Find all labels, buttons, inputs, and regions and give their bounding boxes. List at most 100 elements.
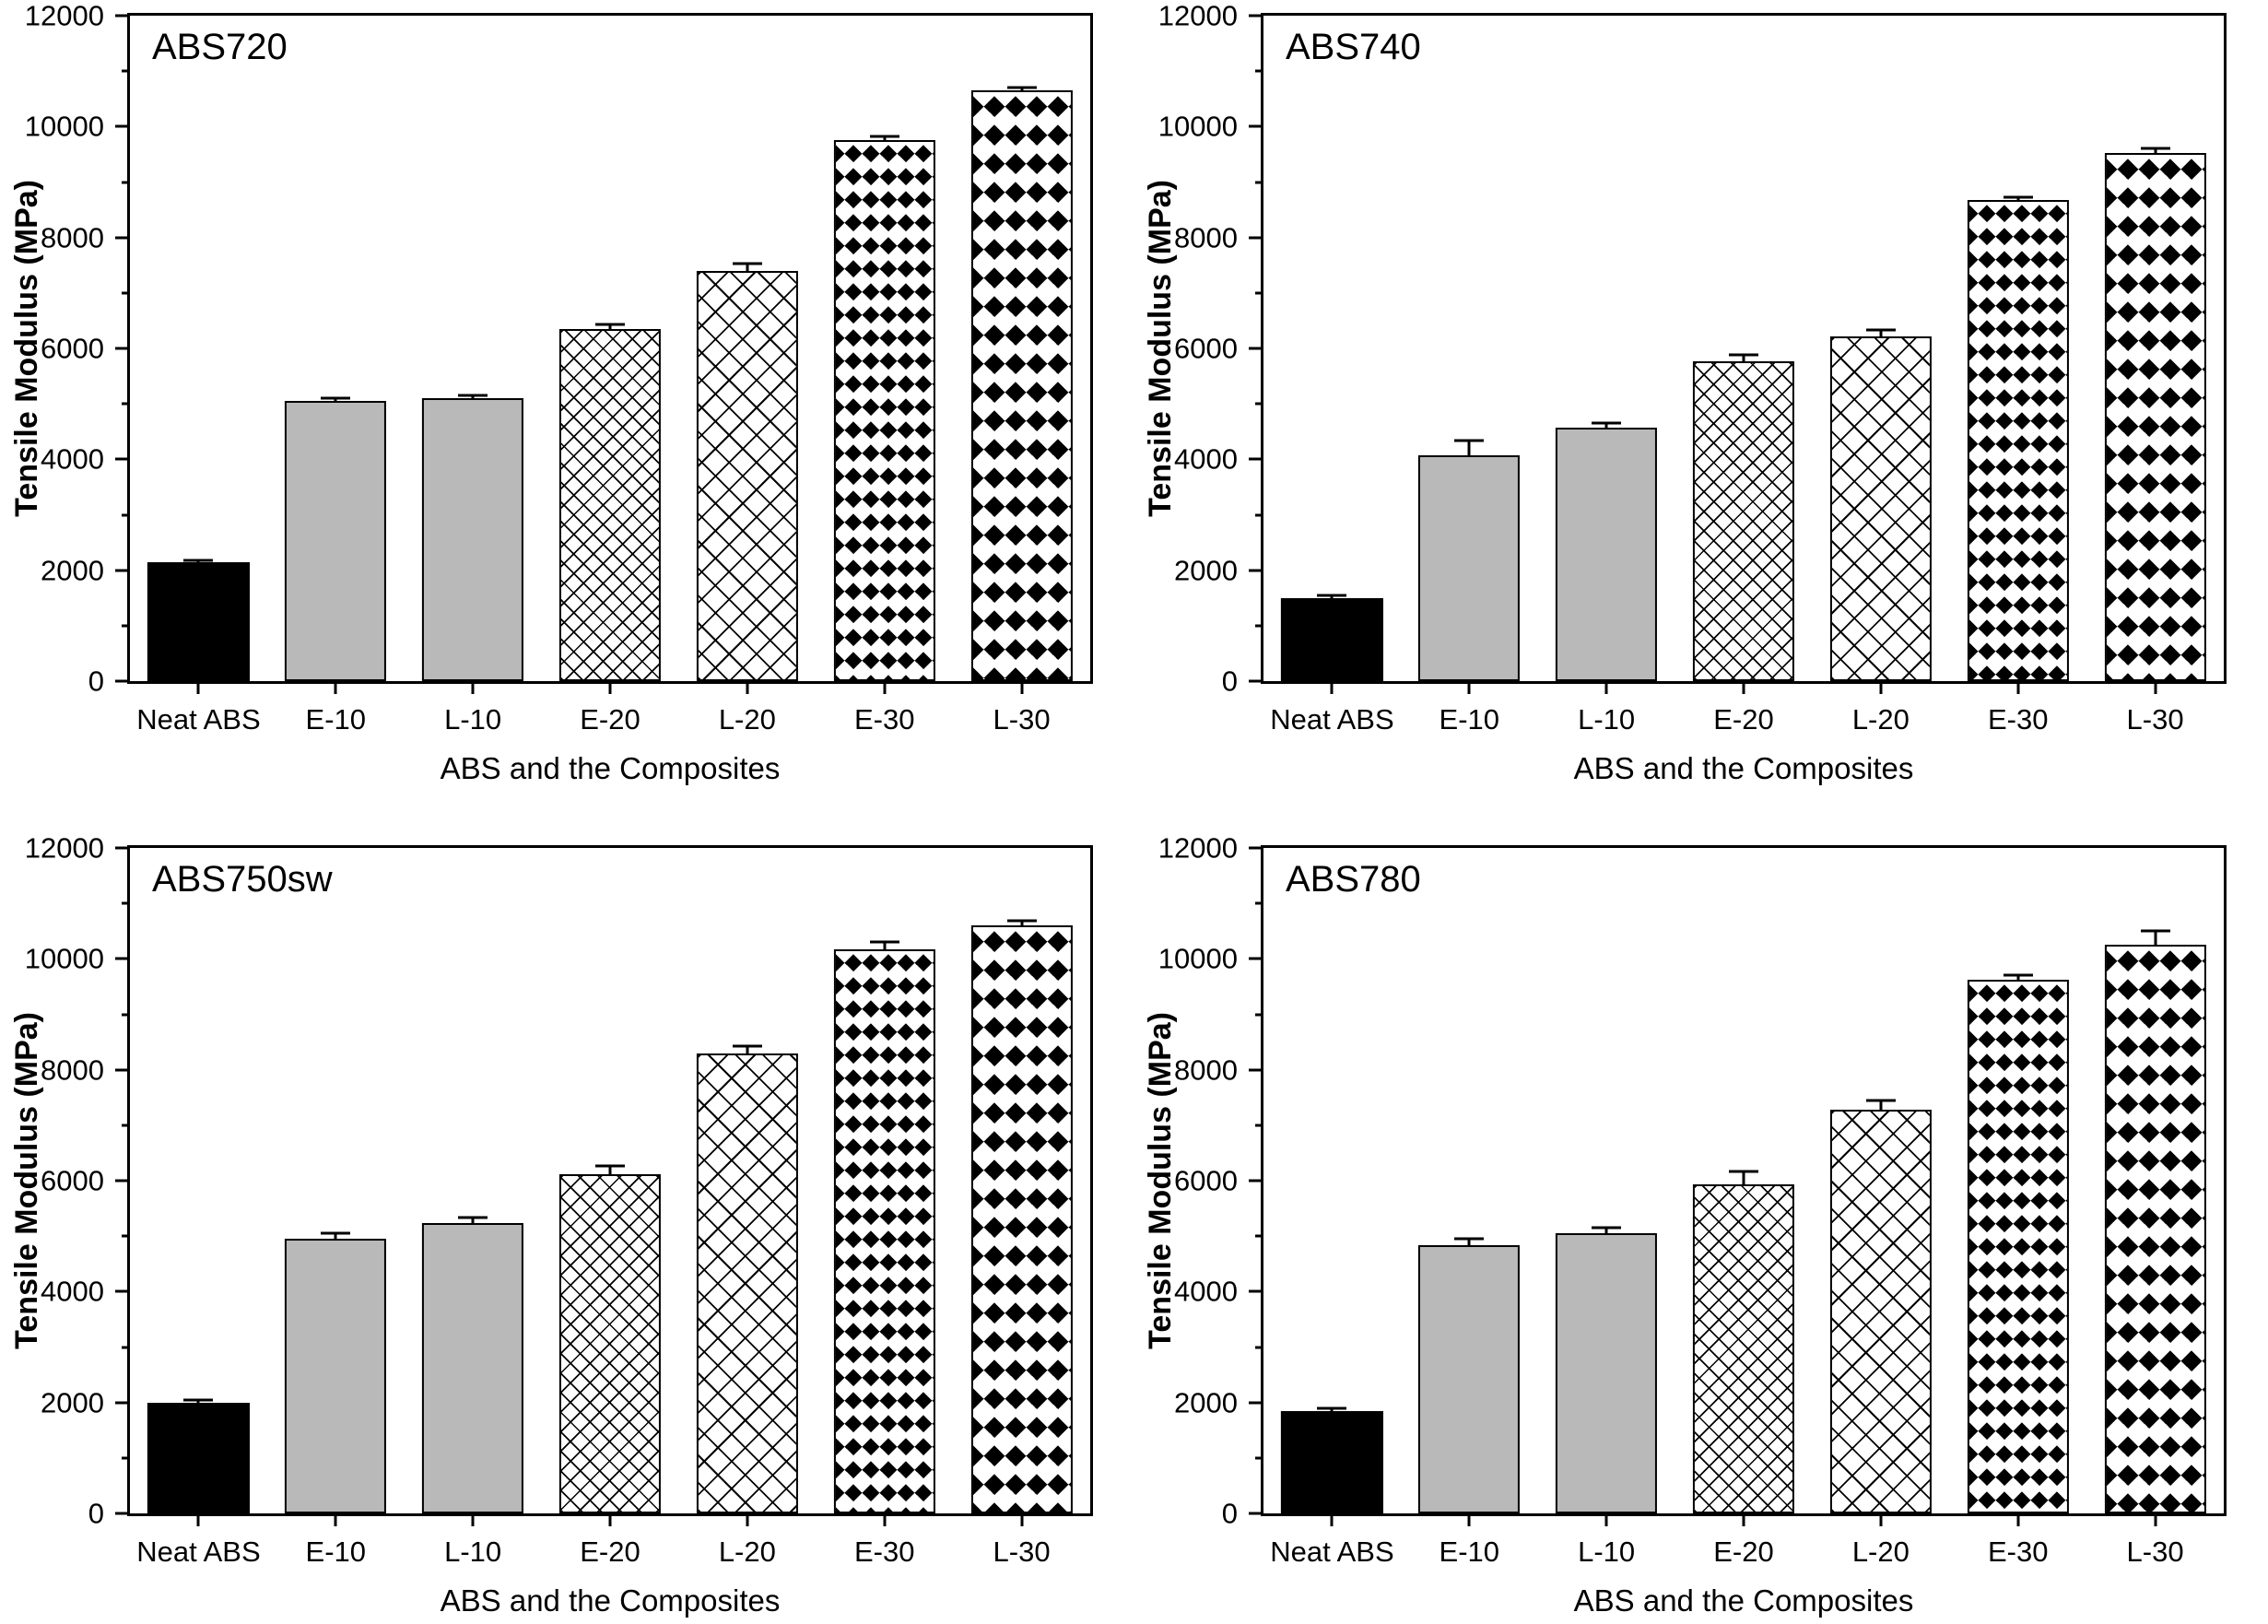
y-minor-tick	[1255, 402, 1263, 406]
error-bar	[746, 1045, 749, 1053]
error-bar	[1020, 87, 1024, 91]
y-major-tick	[115, 1179, 130, 1183]
category-slot	[405, 848, 542, 1513]
y-minor-tick	[122, 1013, 130, 1016]
bar-l-10	[1556, 1232, 1658, 1513]
bar-e-20	[1692, 1184, 1795, 1513]
plot-frame: ABS740 Tensile Modulus (MPa) ABS and the…	[1143, 2, 2227, 785]
category-slot	[1675, 16, 1813, 681]
x-tick-label: L-30	[2126, 703, 2184, 736]
x-tick	[1467, 1513, 1471, 1526]
x-tick	[1879, 681, 1883, 694]
error-bar-cap	[321, 396, 351, 400]
x-tick-label: L-20	[1851, 1536, 1910, 1568]
y-tick-label: 8000	[1174, 221, 1238, 254]
y-tick-label: 2000	[1174, 554, 1238, 587]
y-major-tick	[1249, 236, 1263, 240]
y-major-tick	[1249, 569, 1263, 572]
x-tick-label: Neat ABS	[136, 1536, 261, 1568]
x-tick	[1020, 1513, 1024, 1526]
error-bar-cap	[2003, 195, 2033, 199]
error-bar-cap	[1454, 1237, 1485, 1241]
category-slot	[542, 16, 679, 681]
y-major-tick	[115, 957, 130, 960]
x-tick-label: L-20	[718, 703, 776, 736]
bar-l-30	[2104, 152, 2206, 681]
category-slot	[1263, 848, 1401, 1513]
error-bar	[334, 1232, 337, 1240]
y-tick-label: 4000	[1174, 442, 1238, 476]
category-slot	[953, 16, 1090, 681]
y-minor-tick	[1255, 291, 1263, 295]
y-tick-label: 8000	[1174, 1053, 1238, 1087]
error-bar-cap	[595, 323, 625, 326]
bar-neat-abs	[1281, 1410, 1383, 1513]
error-bar	[1467, 441, 1471, 455]
x-tick-label: E-10	[1439, 1536, 1500, 1568]
y-tick-label: 4000	[41, 1275, 104, 1308]
y-minor-tick	[122, 69, 130, 73]
y-minor-tick	[122, 402, 130, 406]
bar-e-10	[1418, 454, 1521, 681]
y-tick-label: 10000	[1158, 942, 1238, 975]
y-major-tick	[115, 1289, 130, 1293]
y-major-tick	[115, 124, 130, 128]
x-tick-label: E-30	[853, 703, 915, 736]
bar-e-30	[833, 948, 935, 1513]
bar-e-30	[833, 140, 935, 681]
error-bar	[1020, 921, 1024, 926]
bar-l-20	[1829, 1110, 1932, 1513]
x-tick-label: E-30	[1987, 1536, 2049, 1568]
y-tick-label: 0	[88, 665, 104, 698]
plot-frame: ABS780 Tensile Modulus (MPa) ABS and the…	[1143, 834, 2227, 1618]
y-minor-tick	[1255, 1234, 1263, 1238]
panel-abs750sw: ABS750sw Tensile Modulus (MPa) ABS and t…	[0, 812, 1134, 1624]
error-bar	[1879, 1100, 1883, 1110]
error-bar-cap	[458, 394, 488, 397]
y-tick-label: 10000	[24, 110, 104, 143]
y-minor-tick	[122, 181, 130, 183]
x-tick	[1020, 681, 1024, 694]
error-bar	[883, 135, 887, 141]
x-tick-label: E-30	[853, 1536, 915, 1568]
x-tick-label: L-10	[444, 1536, 502, 1568]
error-bar-cap	[2140, 929, 2170, 933]
category-slot	[1401, 16, 1538, 681]
y-major-tick	[1249, 14, 1263, 18]
error-bar-cap	[1592, 1226, 1622, 1230]
y-major-tick	[115, 457, 130, 461]
bar-l-10	[1556, 428, 1658, 681]
x-tick-label: E-20	[580, 703, 640, 736]
x-tick	[1604, 681, 1608, 694]
error-bar	[2154, 147, 2157, 153]
y-tick-label: 0	[88, 1497, 104, 1530]
error-bar	[196, 1399, 200, 1403]
error-bar	[2016, 196, 2020, 200]
x-tick	[608, 681, 612, 694]
y-tick-label: 10000	[1158, 110, 1238, 143]
y-major-tick	[1249, 1068, 1263, 1072]
bar-e-30	[1967, 199, 2069, 681]
y-minor-tick	[122, 624, 130, 628]
y-tick-label: 12000	[24, 831, 104, 865]
error-bar-cap	[1865, 1099, 1896, 1102]
bar-neat-abs	[147, 561, 250, 681]
y-tick-label: 2000	[41, 554, 104, 587]
x-tick	[746, 1513, 749, 1526]
error-bar	[1467, 1238, 1471, 1246]
x-tick	[1467, 681, 1471, 694]
category-slot	[816, 848, 953, 1513]
category-slot	[130, 848, 267, 1513]
error-bar-cap	[1865, 328, 1896, 332]
error-bar	[1604, 1228, 1608, 1233]
y-major-tick	[1249, 957, 1263, 960]
panel-label: ABS740	[1286, 27, 1421, 67]
y-tick-label: 12000	[1158, 0, 1238, 32]
bar-l-30	[970, 925, 1073, 1513]
y-minor-tick	[1255, 624, 1263, 628]
bar-e-20	[558, 328, 662, 681]
y-major-tick	[115, 569, 130, 572]
y-tick-label: 6000	[1174, 1164, 1238, 1197]
x-tick	[1742, 681, 1745, 694]
